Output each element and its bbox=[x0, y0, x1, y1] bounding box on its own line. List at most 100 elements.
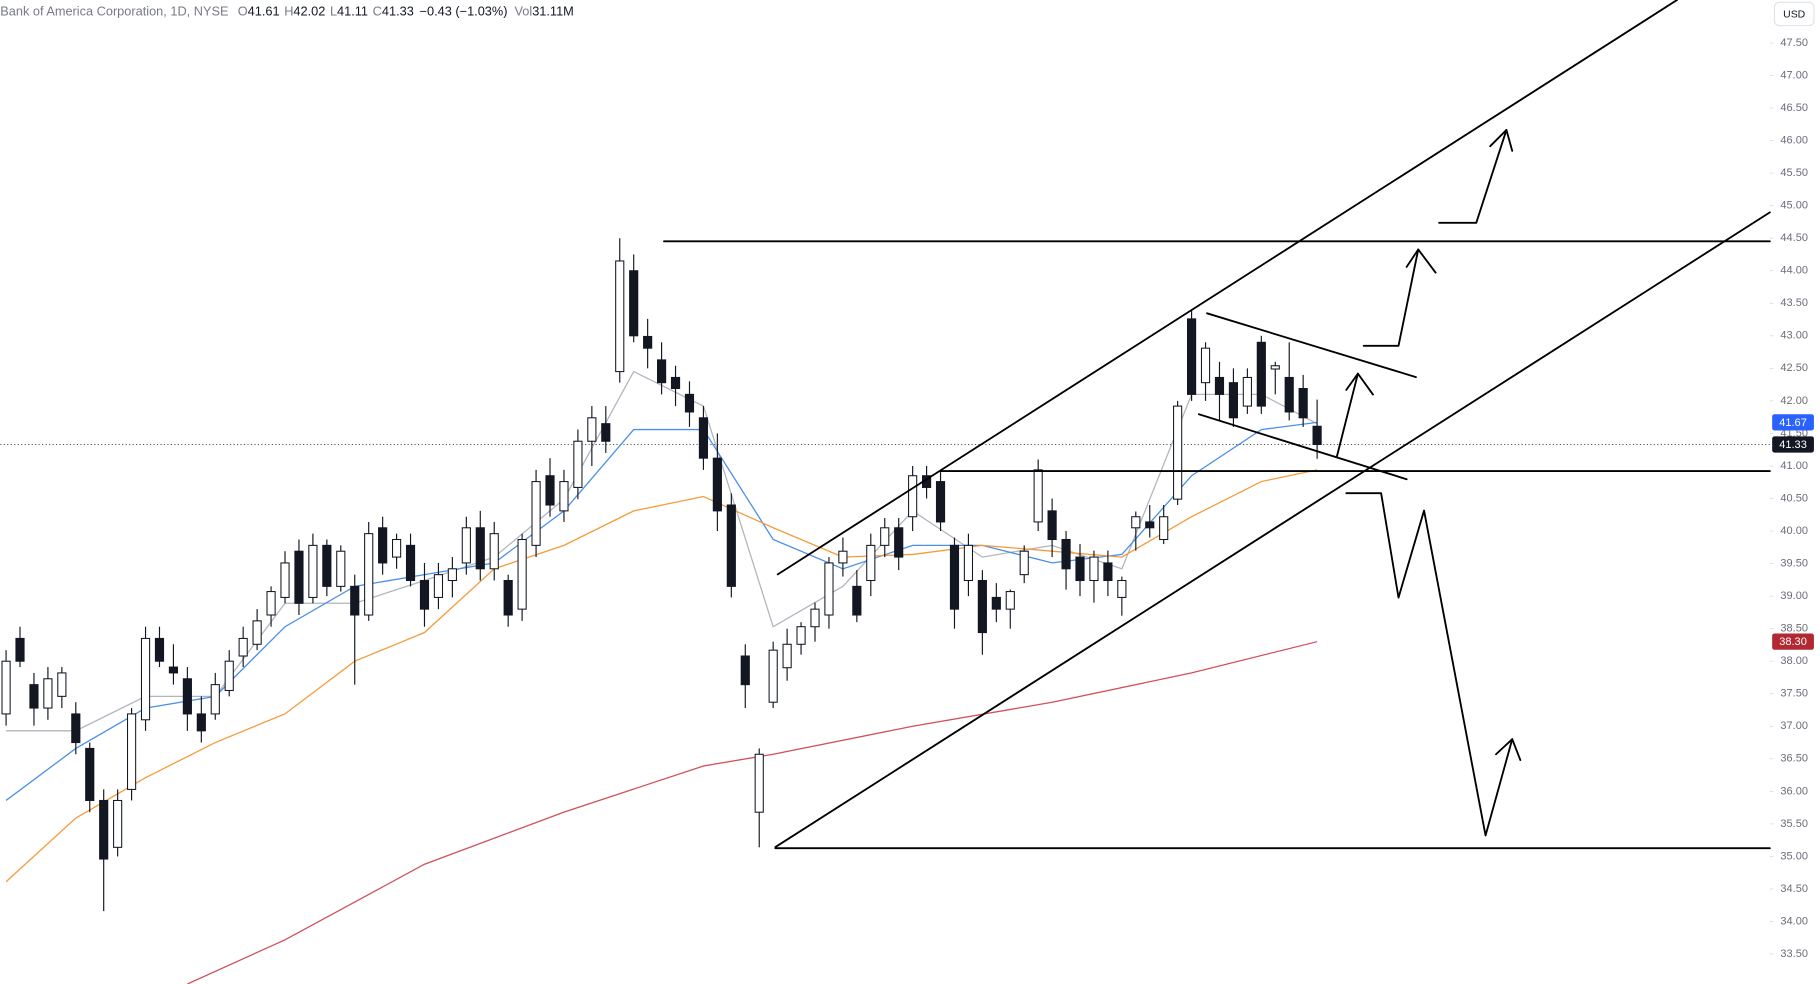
currency-button[interactable] bbox=[1773, 1, 1815, 27]
candle-body bbox=[503, 579, 513, 616]
candle-body bbox=[210, 684, 220, 715]
candle-body bbox=[1103, 562, 1113, 582]
candle-body bbox=[1298, 388, 1308, 419]
currency[interactable]: USD bbox=[1783, 9, 1805, 20]
candle-body bbox=[1145, 521, 1155, 529]
y-tick-label: 47.50 bbox=[1780, 37, 1808, 49]
candle-body bbox=[364, 533, 374, 616]
candle-body bbox=[1061, 538, 1071, 570]
y-tick-label: 36.50 bbox=[1780, 753, 1808, 765]
candle-body bbox=[698, 417, 709, 459]
y-tick-label: 46.50 bbox=[1780, 102, 1808, 114]
candle-body bbox=[573, 440, 583, 488]
candle-body bbox=[852, 585, 862, 616]
candle-body bbox=[545, 475, 555, 506]
candle-body bbox=[433, 574, 444, 598]
candle-body bbox=[1, 660, 11, 715]
candle-body bbox=[29, 684, 39, 709]
candle-body bbox=[1312, 425, 1322, 446]
arrow-head bbox=[1495, 738, 1522, 761]
candle-body bbox=[740, 655, 750, 686]
candle-body bbox=[1200, 347, 1211, 384]
y-tick-label: 38.00 bbox=[1780, 655, 1808, 667]
ohlc-label: L bbox=[330, 4, 337, 19]
y-tick-label: 37.50 bbox=[1780, 688, 1808, 700]
candle-body bbox=[489, 533, 499, 570]
price-badge-label: 38.30 bbox=[1779, 636, 1807, 648]
y-tick-label: 42.50 bbox=[1780, 362, 1808, 374]
price-badge-label: 41.33 bbox=[1779, 439, 1807, 451]
candle-body bbox=[880, 527, 890, 546]
candle-body bbox=[810, 608, 820, 628]
candle-body bbox=[796, 626, 806, 645]
candle-body bbox=[140, 637, 151, 721]
channel-upper bbox=[776, 0, 1678, 576]
price-badge bbox=[1772, 436, 1814, 453]
ohlc-value: 41.11 bbox=[337, 4, 368, 19]
y-tick-label: 44.50 bbox=[1780, 232, 1808, 244]
candle-body bbox=[238, 637, 248, 657]
candle-body bbox=[559, 481, 569, 512]
drawings bbox=[663, 0, 1771, 850]
y-tick-label: 40.00 bbox=[1780, 525, 1808, 537]
candle-body bbox=[977, 579, 987, 634]
candle-body bbox=[1159, 516, 1169, 541]
y-tick-label: 40.50 bbox=[1780, 492, 1808, 504]
candle-body bbox=[726, 504, 736, 587]
symbol-title: Bank of America Corporation, 1D, NYSE bbox=[0, 4, 228, 19]
candle-body bbox=[350, 585, 360, 616]
candle-body bbox=[43, 678, 53, 709]
price-badge-label: 41.67 bbox=[1779, 417, 1807, 429]
ohlc-value: 41.33 bbox=[382, 4, 414, 19]
y-tick-label: 38.50 bbox=[1780, 623, 1808, 635]
candle-body bbox=[935, 481, 946, 523]
candle-body bbox=[447, 568, 457, 582]
bull-path bbox=[1438, 129, 1508, 224]
candle-body bbox=[308, 544, 318, 598]
candle-body bbox=[754, 753, 764, 813]
candle-body bbox=[824, 562, 834, 616]
price-badge bbox=[1772, 633, 1814, 650]
candle-body bbox=[782, 643, 792, 669]
candle-body bbox=[949, 544, 960, 610]
candle-body bbox=[168, 666, 179, 674]
candle-body bbox=[113, 799, 123, 848]
y-tick-label: 43.50 bbox=[1780, 297, 1808, 309]
arrow-head bbox=[1345, 372, 1374, 396]
candle-body bbox=[392, 538, 402, 558]
candle-body bbox=[154, 637, 165, 662]
candle-body bbox=[866, 544, 876, 582]
candle-body bbox=[1242, 376, 1252, 407]
ohlc-label: C bbox=[373, 4, 382, 19]
candle-body bbox=[991, 596, 1001, 610]
candle-body bbox=[378, 527, 388, 564]
ohlc-value: 42.02 bbox=[293, 4, 325, 19]
y-tick-label: 45.00 bbox=[1780, 200, 1808, 212]
candle-body bbox=[85, 747, 95, 801]
candle-body bbox=[405, 544, 416, 582]
candle-body bbox=[684, 393, 695, 413]
flag-bottom bbox=[1198, 413, 1408, 481]
candle-body bbox=[712, 457, 722, 512]
y-tick-label: 39.00 bbox=[1780, 590, 1808, 602]
candle-body bbox=[657, 359, 667, 384]
candle-body bbox=[643, 335, 653, 349]
y-tick-label: 34.00 bbox=[1780, 915, 1808, 927]
candle-body bbox=[336, 550, 346, 587]
candle-body bbox=[99, 799, 109, 860]
candle-body bbox=[1047, 510, 1057, 541]
candle-body bbox=[531, 481, 541, 546]
y-tick-label: 36.00 bbox=[1780, 785, 1808, 797]
ohlc-value: 41.61 bbox=[248, 4, 280, 19]
bull-path bbox=[1362, 248, 1420, 347]
y-tick-label: 43.00 bbox=[1780, 330, 1808, 342]
candle-body bbox=[224, 660, 234, 692]
y-tick-label: 47.00 bbox=[1780, 69, 1808, 81]
volume-label: Vol bbox=[514, 4, 532, 19]
y-tick-label: 41.00 bbox=[1780, 460, 1808, 472]
candle-body bbox=[1075, 556, 1085, 582]
channel-lower bbox=[774, 211, 1771, 849]
candle-body bbox=[517, 538, 527, 610]
y-tick-label: 42.00 bbox=[1780, 395, 1808, 407]
